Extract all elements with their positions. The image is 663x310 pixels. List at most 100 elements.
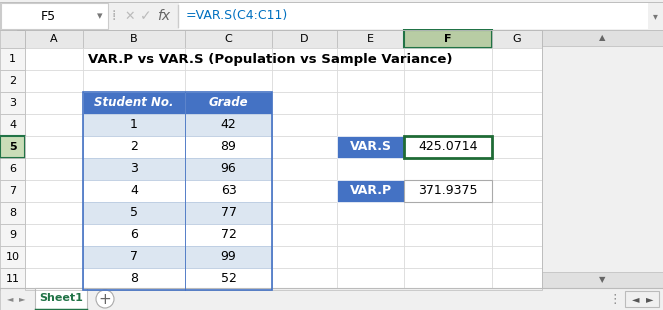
Text: 7: 7: [130, 250, 138, 264]
Bar: [25, 30, 542, 290]
Bar: [404, 48, 492, 70]
Bar: [0, 224, 25, 246]
Bar: [492, 224, 542, 246]
Bar: [542, 30, 663, 46]
Text: ✓: ✓: [140, 9, 152, 23]
Bar: [25, 114, 83, 136]
Bar: [492, 158, 542, 180]
Text: 52: 52: [221, 272, 237, 286]
Bar: [404, 180, 492, 202]
Bar: [83, 268, 185, 290]
Bar: [337, 48, 404, 70]
Text: Sheet1: Sheet1: [39, 293, 83, 303]
Bar: [83, 48, 185, 70]
Bar: [185, 180, 272, 202]
Bar: [272, 202, 337, 224]
Bar: [404, 114, 492, 136]
Bar: [404, 224, 492, 246]
Bar: [492, 268, 542, 290]
Bar: [404, 158, 492, 180]
Text: 8: 8: [130, 272, 138, 286]
Bar: [25, 224, 83, 246]
Bar: [492, 202, 542, 224]
Bar: [272, 92, 337, 114]
Bar: [83, 136, 185, 158]
Bar: [0, 70, 25, 92]
Bar: [404, 92, 492, 114]
Bar: [272, 246, 337, 268]
Text: C: C: [225, 34, 232, 44]
Text: fx: fx: [157, 9, 170, 23]
Text: 11: 11: [5, 274, 19, 284]
Text: A: A: [50, 34, 58, 44]
Bar: [272, 30, 337, 48]
Bar: [185, 246, 272, 268]
Bar: [185, 70, 272, 92]
Text: ◄: ◄: [7, 294, 13, 303]
Text: 5: 5: [9, 142, 17, 152]
Bar: [272, 180, 337, 202]
Bar: [83, 180, 185, 202]
Text: VAR.P vs VAR.S (Population vs Sample Variance): VAR.P vs VAR.S (Population vs Sample Var…: [88, 52, 453, 65]
Text: 1: 1: [130, 118, 138, 131]
Text: VAR.P: VAR.P: [349, 184, 392, 197]
Bar: [185, 246, 272, 268]
Bar: [542, 30, 663, 288]
Bar: [337, 30, 404, 48]
Text: 89: 89: [221, 140, 237, 153]
Text: =VAR.S(C4:C11): =VAR.S(C4:C11): [186, 10, 288, 23]
Bar: [337, 136, 404, 158]
Text: 10: 10: [5, 252, 19, 262]
Bar: [185, 92, 272, 114]
Text: 6: 6: [9, 164, 16, 174]
Text: 63: 63: [221, 184, 237, 197]
Bar: [492, 114, 542, 136]
Bar: [83, 246, 185, 268]
Bar: [337, 180, 404, 202]
Bar: [185, 92, 272, 114]
Bar: [404, 30, 492, 48]
Bar: [404, 268, 492, 290]
Bar: [0, 136, 25, 158]
Bar: [83, 202, 185, 224]
Text: 3: 3: [130, 162, 138, 175]
Bar: [542, 272, 663, 288]
Bar: [25, 48, 83, 70]
Bar: [35, 288, 87, 310]
Bar: [272, 136, 337, 158]
Bar: [185, 158, 272, 180]
Bar: [83, 70, 185, 92]
Text: 42: 42: [221, 118, 237, 131]
Bar: [83, 158, 185, 180]
Bar: [404, 202, 492, 224]
Text: D: D: [300, 34, 309, 44]
Bar: [0, 2, 663, 30]
Text: ⁞: ⁞: [112, 9, 116, 23]
Bar: [25, 136, 83, 158]
Bar: [0, 246, 25, 268]
Text: G: G: [512, 34, 521, 44]
Bar: [272, 114, 337, 136]
Bar: [337, 246, 404, 268]
Text: ►: ►: [19, 294, 25, 303]
Bar: [25, 180, 83, 202]
Bar: [83, 92, 185, 114]
Bar: [185, 136, 272, 158]
Text: 4: 4: [130, 184, 138, 197]
Text: 1: 1: [9, 54, 16, 64]
Bar: [25, 202, 83, 224]
Text: 5: 5: [130, 206, 138, 219]
Text: VAR.S: VAR.S: [349, 140, 391, 153]
Bar: [337, 180, 404, 202]
Bar: [185, 202, 272, 224]
Bar: [0, 92, 25, 114]
Bar: [0, 180, 25, 202]
Text: 96: 96: [221, 162, 237, 175]
Bar: [185, 224, 272, 246]
Bar: [492, 180, 542, 202]
Bar: [492, 70, 542, 92]
Bar: [404, 180, 492, 202]
Bar: [83, 268, 185, 290]
Bar: [83, 136, 185, 158]
Bar: [185, 224, 272, 246]
